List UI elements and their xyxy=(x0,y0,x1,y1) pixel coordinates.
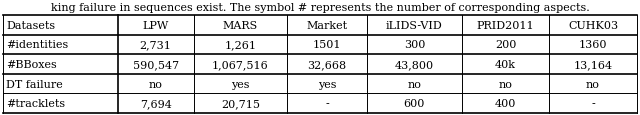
Text: 2,731: 2,731 xyxy=(140,40,172,50)
Text: 1,261: 1,261 xyxy=(225,40,257,50)
Text: LPW: LPW xyxy=(143,21,169,31)
Text: 1501: 1501 xyxy=(313,40,341,50)
Text: 1,067,516: 1,067,516 xyxy=(212,59,269,69)
Text: MARS: MARS xyxy=(223,21,258,31)
Text: no: no xyxy=(148,79,163,89)
Text: 1360: 1360 xyxy=(579,40,607,50)
Text: 400: 400 xyxy=(495,98,516,108)
Text: 20,715: 20,715 xyxy=(221,98,260,108)
Text: -: - xyxy=(325,98,329,108)
Text: no: no xyxy=(586,79,600,89)
Text: 300: 300 xyxy=(404,40,425,50)
Text: Datasets: Datasets xyxy=(6,21,55,31)
Text: 32,668: 32,668 xyxy=(307,59,346,69)
Text: Market: Market xyxy=(307,21,348,31)
Text: no: no xyxy=(499,79,513,89)
Text: 200: 200 xyxy=(495,40,516,50)
Text: PRID2011: PRID2011 xyxy=(477,21,534,31)
Text: 600: 600 xyxy=(404,98,425,108)
Text: 13,164: 13,164 xyxy=(573,59,612,69)
Text: king failure in sequences exist. The symbol # represents the number of correspon: king failure in sequences exist. The sym… xyxy=(51,3,589,13)
Text: #identities: #identities xyxy=(6,40,68,50)
Text: 7,694: 7,694 xyxy=(140,98,172,108)
Text: no: no xyxy=(408,79,421,89)
Text: iLIDS-VID: iLIDS-VID xyxy=(386,21,443,31)
Text: #BBoxes: #BBoxes xyxy=(6,59,57,69)
Text: #tracklets: #tracklets xyxy=(6,98,65,108)
Text: 43,800: 43,800 xyxy=(395,59,434,69)
Text: DT failure: DT failure xyxy=(6,79,63,89)
Text: yes: yes xyxy=(231,79,250,89)
Text: 590,547: 590,547 xyxy=(132,59,179,69)
Text: -: - xyxy=(591,98,595,108)
Text: CUHK03: CUHK03 xyxy=(568,21,618,31)
Text: yes: yes xyxy=(317,79,336,89)
Text: 40k: 40k xyxy=(495,59,516,69)
